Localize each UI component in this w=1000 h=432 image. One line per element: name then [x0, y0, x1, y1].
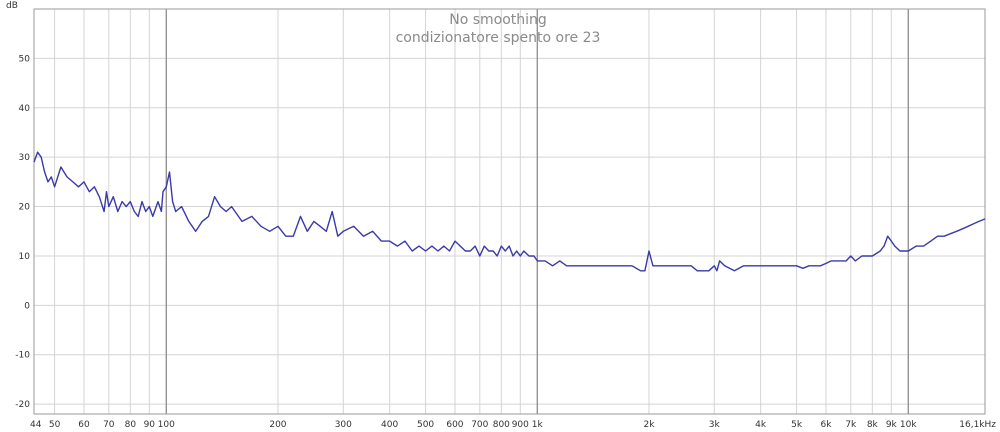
x-tick-label: 3k: [709, 420, 721, 430]
x-tick-label: 7k: [845, 420, 857, 430]
x-tick-label: 90: [144, 420, 156, 430]
x-tick-label: 9k: [886, 420, 898, 430]
y-tick-label: 30: [19, 153, 31, 163]
series-line: [33, 151, 986, 272]
x-tick-label: 300: [335, 420, 352, 430]
x-tick-label: 70: [103, 420, 115, 430]
x-tick-label: 700: [471, 420, 488, 430]
y-axis: 50 40 30 20 10 0 -10 -20: [15, 54, 30, 410]
chart-title: No smoothing: [449, 12, 547, 28]
y-axis-unit-label: dB: [6, 1, 18, 11]
x-tick-label: 16,1kHz: [959, 420, 996, 430]
y-tick-label: -20: [15, 400, 30, 410]
x-tick-label: 2k: [643, 420, 655, 430]
x-tick-label: 600: [446, 420, 463, 430]
x-tick-label: 100: [158, 420, 175, 430]
x-tick-label: 400: [381, 420, 398, 430]
x-tick-label: 200: [269, 420, 286, 430]
x-tick-label: 800: [493, 420, 510, 430]
chart-subtitle: condizionatore spento ore 23: [396, 30, 601, 46]
grid-lines: [34, 9, 985, 414]
y-tick-label: 40: [19, 104, 31, 114]
y-tick-label: 50: [19, 54, 31, 64]
x-tick-label: 10k: [900, 420, 917, 430]
y-tick-label: -10: [15, 351, 30, 361]
x-tick-label: 6k: [820, 420, 832, 430]
x-axis: 44 50 60 70 80 90 100 200 300 400 500 600 700 800 900 1…: [30, 420, 996, 430]
x-tick-label: 50: [49, 420, 61, 430]
y-tick-label: 10: [19, 252, 31, 262]
x-tick-label: 500: [417, 420, 434, 430]
x-tick-label: 5k: [791, 420, 803, 430]
x-tick-label: 1k: [532, 420, 544, 430]
x-tick-label: 8k: [867, 420, 879, 430]
y-tick-label: 0: [24, 301, 30, 311]
x-tick-label: 60: [78, 420, 90, 430]
x-tick-label: 80: [125, 420, 137, 430]
x-tick-label: 4k: [755, 420, 767, 430]
x-tick-label: 900: [512, 420, 529, 430]
y-tick-label: 20: [19, 203, 31, 213]
plot-frame: [33, 8, 986, 415]
x-tick-label: 44: [30, 420, 42, 430]
